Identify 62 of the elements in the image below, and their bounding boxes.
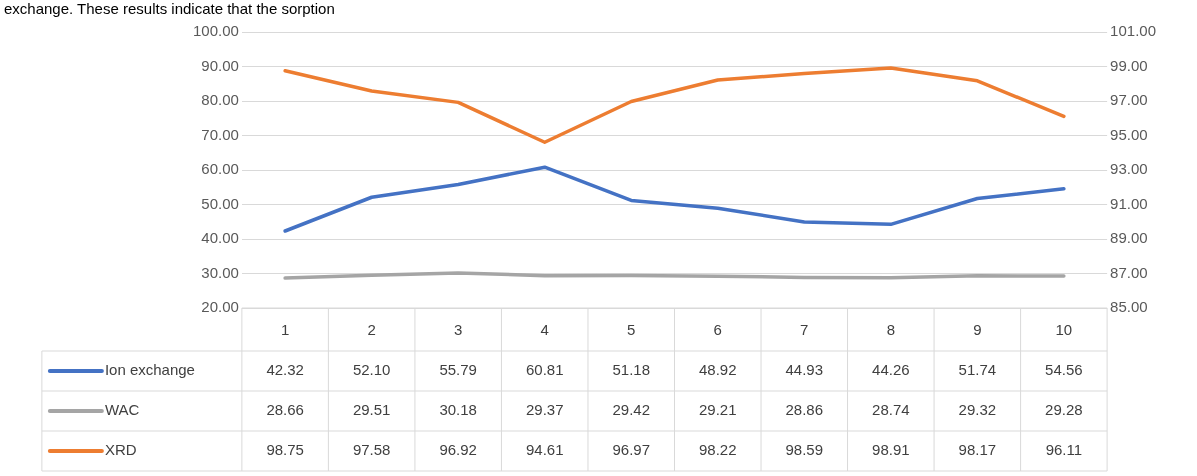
y2-tick-label: 99.00 (1110, 56, 1148, 74)
data-label: 28.74 (872, 401, 910, 419)
data-label: 29.28 (1045, 401, 1083, 419)
data-label: 96.11 (1045, 441, 1083, 459)
y-tick-label: 100.00 (192, 22, 239, 40)
x-tick-label: 1 (280, 321, 290, 339)
text: exchange. These results indicate that the sorption (4, 0, 335, 17)
data-label: 60.81 (525, 361, 564, 379)
x-tick-label: 3 (454, 321, 463, 339)
y2-tick-label: 91.00 (1110, 194, 1148, 212)
data-label: 29.42 (612, 401, 651, 419)
y-tick-label: 20.00 (201, 298, 239, 316)
y-tick-label: 60.00 (201, 160, 239, 178)
y-tick-label: 40.00 (201, 229, 239, 247)
x-tick-label: 8 (886, 321, 895, 339)
y-tick-label: 90.00 (201, 56, 239, 74)
y2-tick-label: 93.00 (1110, 160, 1148, 178)
data-label: 28.66 (266, 401, 304, 419)
data-label: 51.74 (958, 361, 997, 379)
data-label: 98.22 (698, 441, 737, 459)
data-label: 98.17 (958, 441, 997, 459)
legend-label: WAC (104, 401, 140, 419)
legend-label: XRD (104, 441, 137, 459)
x-tick-label: 2 (367, 321, 376, 339)
y-tick-label: 80.00 (201, 91, 239, 109)
x-tick-label: 9 (973, 321, 982, 339)
x-tick-label: 6 (713, 321, 722, 339)
data-label: 98.91 (872, 441, 910, 459)
y2-tick-label: 101.00 (1110, 22, 1157, 40)
data-label: 29.21 (698, 401, 737, 419)
data-label: 96.97 (612, 441, 651, 459)
y-tick-label: 50.00 (201, 194, 239, 212)
data-label: 52.10 (352, 361, 391, 379)
y2-tick-label: 95.00 (1110, 125, 1148, 143)
data-label: 94.61 (525, 441, 564, 459)
data-label: 42.32 (266, 361, 304, 379)
data-label: 54.56 (1045, 361, 1083, 379)
data-label: 98.59 (785, 441, 824, 459)
data-label: 96.92 (439, 441, 477, 459)
data-label: 44.93 (785, 361, 824, 379)
x-tick-label: 10 (1055, 321, 1073, 339)
data-label: 30.18 (439, 401, 477, 419)
y2-tick-label: 85.00 (1110, 298, 1148, 316)
data-label: 28.86 (785, 401, 824, 419)
y2-tick-label: 87.00 (1110, 263, 1148, 281)
data-label: 44.26 (872, 361, 910, 379)
data-label: 29.37 (525, 401, 564, 419)
y-tick-label: 30.00 (201, 263, 239, 281)
data-label: 51.18 (612, 361, 651, 379)
y2-tick-label: 89.00 (1110, 229, 1148, 247)
data-label: 48.92 (698, 361, 737, 379)
x-tick-label: 7 (800, 321, 809, 339)
data-label: 98.75 (266, 441, 304, 459)
y-tick-label: 70.00 (201, 125, 239, 143)
data-label: 29.32 (958, 401, 997, 419)
x-tick-label: 5 (627, 321, 636, 339)
data-label: 97.58 (352, 441, 391, 459)
legend-label: Ion exchange (104, 361, 195, 379)
y2-tick-label: 97.00 (1110, 91, 1148, 109)
data-label: 29.51 (352, 401, 391, 419)
data-label: 55.79 (439, 361, 477, 379)
x-tick-label: 4 (540, 321, 549, 339)
